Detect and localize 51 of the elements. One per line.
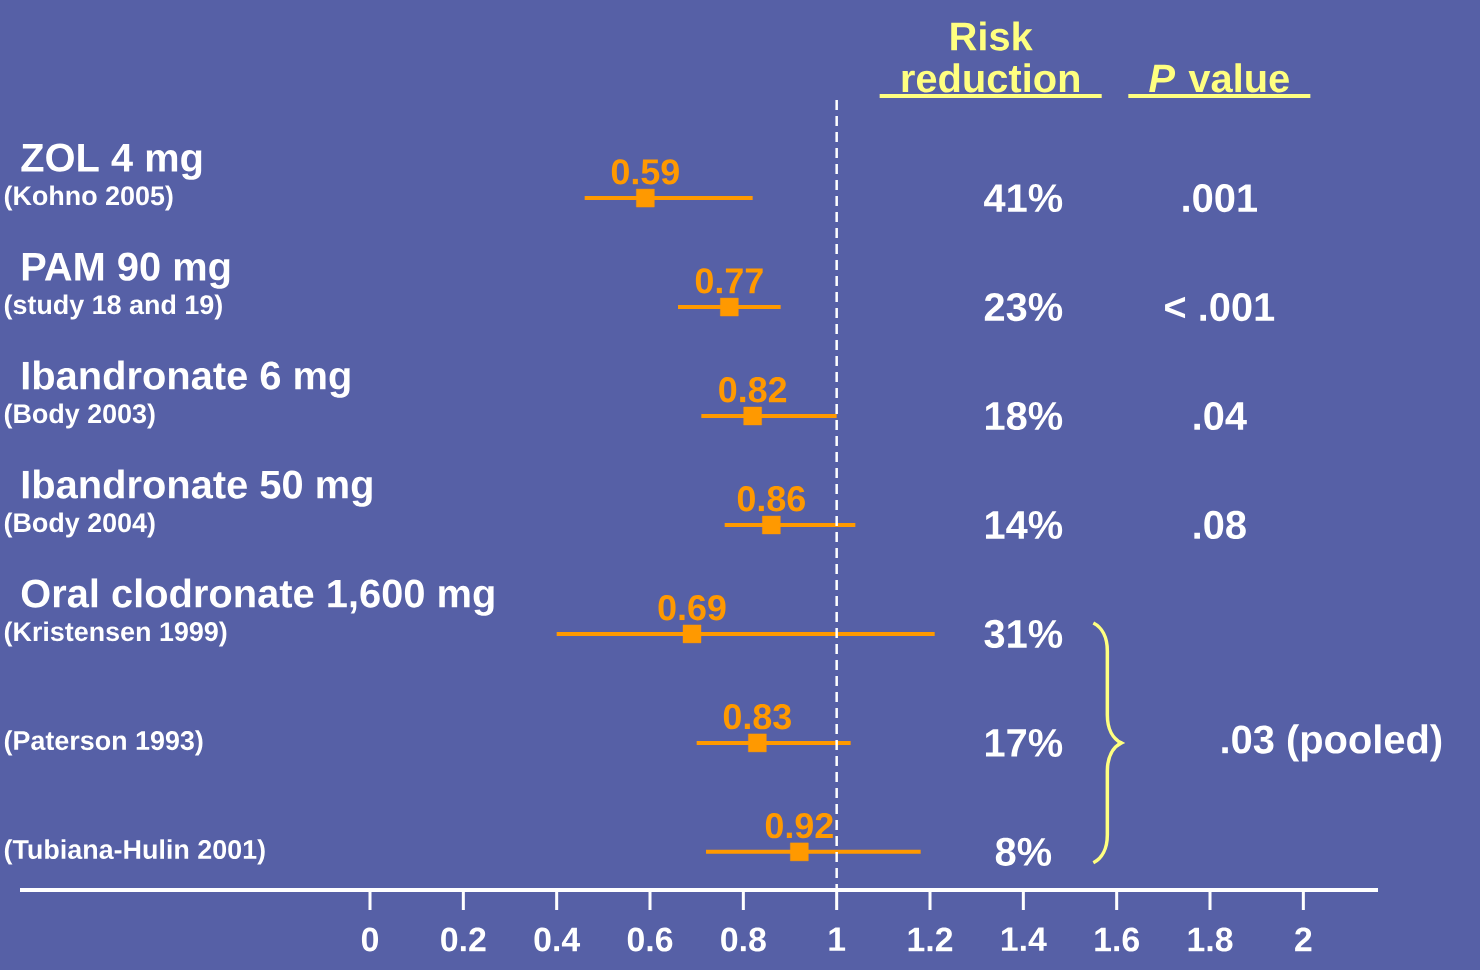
annotation: 17% bbox=[985, 728, 1063, 757]
data-label: 0.83 bbox=[723, 703, 791, 730]
x-tick-label: 1.2 bbox=[908, 927, 953, 952]
data-label: 0.69 bbox=[658, 595, 726, 621]
annotation: 23% bbox=[984, 292, 1063, 322]
x-tick-label: 0.8 bbox=[721, 927, 766, 952]
y-tick-label: (Tubiana-Hulin 2001) bbox=[4, 839, 265, 865]
annotation: 31% bbox=[984, 619, 1063, 649]
x-tick-label: 2 bbox=[1295, 927, 1312, 952]
point bbox=[790, 842, 809, 862]
x-tick-label: 1.8 bbox=[1188, 927, 1233, 952]
x-tick-label: 1.4 bbox=[1001, 927, 1047, 951]
annotation: 14% bbox=[985, 510, 1063, 539]
annotation: 18% bbox=[985, 401, 1063, 431]
point bbox=[743, 406, 762, 426]
x-tick-label: 0 bbox=[361, 927, 379, 952]
x-tick-label: 1.6 bbox=[1095, 927, 1139, 952]
y-tick-label: (Body 2004) bbox=[4, 512, 155, 538]
data-label: 0.77 bbox=[695, 268, 763, 294]
text: Risk reduction bbox=[902, 21, 1079, 93]
point bbox=[748, 733, 767, 753]
point bbox=[636, 188, 655, 208]
data-label: 0.92 bbox=[765, 812, 833, 839]
annotation: PAM 90 mg bbox=[22, 252, 230, 289]
annotation: .08 bbox=[1194, 510, 1246, 540]
annotation: .04 bbox=[1194, 401, 1247, 431]
x-tick-label: 0.2 bbox=[441, 927, 486, 952]
data-label: 0.86 bbox=[737, 486, 805, 512]
annotation: ZOL 4 mg bbox=[21, 143, 202, 180]
annotation: Oral clodronate 1,600 mg bbox=[21, 578, 494, 616]
annotation: 8% bbox=[995, 837, 1052, 866]
y-tick-label: (Kristensen 1999) bbox=[4, 621, 227, 647]
x-tick-label: 0.4 bbox=[534, 927, 581, 952]
data-label: 0.82 bbox=[719, 377, 787, 403]
data-label: 0.59 bbox=[611, 159, 679, 185]
x-tick-label: 1 bbox=[829, 927, 846, 951]
y-tick-label: (Paterson 1993) bbox=[4, 730, 203, 756]
text: P value bbox=[1149, 63, 1289, 93]
point bbox=[762, 515, 781, 535]
annotation: Ibandronate 50 mg bbox=[22, 469, 372, 507]
annotation: .03 (pooled) bbox=[1222, 724, 1442, 762]
annotation: < .001 bbox=[1165, 292, 1275, 322]
point bbox=[720, 297, 739, 317]
annotation: 41% bbox=[984, 184, 1063, 213]
x-tick-label: 0.6 bbox=[627, 927, 673, 952]
y-tick-label: (study 18 and 19) bbox=[4, 294, 222, 320]
point bbox=[682, 624, 702, 644]
y-tick-label: (Kohno 2005) bbox=[4, 185, 173, 211]
annotation: Ibandronate 6 mg bbox=[22, 360, 350, 398]
y-tick-label: (Body 2003) bbox=[4, 403, 155, 429]
annotation: .001 bbox=[1183, 183, 1257, 213]
